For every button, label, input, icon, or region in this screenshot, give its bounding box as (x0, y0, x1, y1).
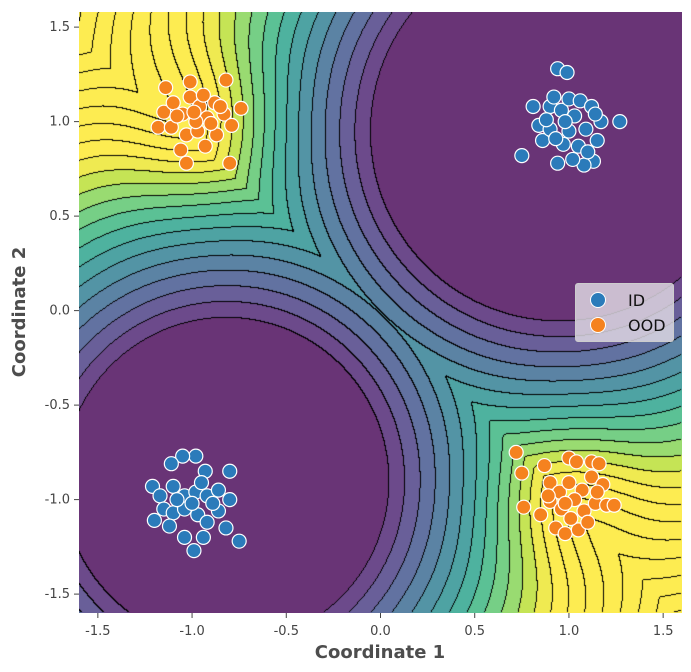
id-point (161, 518, 178, 534)
ood-point (568, 454, 585, 470)
ood-point (222, 155, 238, 171)
legend-item-id: ID (576, 288, 645, 312)
id-point (612, 114, 628, 130)
id-point (188, 448, 204, 464)
legend-label-id: ID (628, 290, 646, 310)
legend-marker-id (590, 292, 606, 308)
ood-point (173, 142, 189, 158)
ood-point (182, 74, 198, 90)
ood-point (516, 499, 532, 515)
y-tick-label: -1.0 (45, 493, 70, 508)
ood-point (591, 456, 607, 472)
id-point (514, 148, 530, 164)
ood-point (178, 155, 195, 171)
legend-label-ood: OOD (628, 315, 666, 335)
ood-point (150, 119, 166, 135)
id-point (152, 488, 168, 504)
id-point (165, 478, 181, 494)
id-point (193, 474, 210, 491)
id-point (222, 463, 238, 479)
id-point (538, 112, 554, 128)
y-axis-label: Coordinate 2 (9, 247, 30, 377)
id-point (525, 98, 541, 115)
ood-point (165, 95, 181, 111)
points-layer (144, 61, 628, 559)
ood-point (557, 526, 573, 542)
ood-point (197, 138, 213, 154)
id-point (218, 520, 234, 536)
x-tick-label: -1.0 (179, 624, 204, 639)
ood-point (533, 507, 549, 523)
id-point (222, 492, 238, 508)
x-tick-label: 0.0 (370, 624, 391, 639)
x-tick-label: 1.0 (559, 624, 580, 639)
x-axis-label: Coordinate 1 (315, 642, 445, 663)
ood-point (583, 469, 600, 485)
id-point (550, 155, 566, 171)
y-tick-label: 1.0 (49, 115, 70, 130)
ood-point (169, 108, 185, 124)
x-tick-label: -1.5 (85, 624, 110, 639)
ood-point (540, 488, 556, 504)
id-point (559, 64, 575, 81)
id-point (557, 114, 573, 130)
id-point (548, 131, 564, 147)
id-point (195, 529, 211, 546)
y-tick-label: -0.5 (45, 398, 70, 413)
x-tick-label: 0.5 (464, 624, 485, 639)
y-ticks: -1.5 -1.0 -0.5 0.0 0.5 1.0 1.5 (45, 20, 79, 602)
id-point (589, 132, 605, 149)
ood-point (203, 115, 219, 132)
ood-point (224, 117, 240, 133)
ood-point (218, 72, 234, 88)
ood-point (589, 484, 605, 500)
y-tick-label: -1.5 (45, 587, 70, 602)
legend-item-ood: OOD (576, 313, 666, 337)
id-point (169, 492, 185, 508)
ood-point (508, 444, 524, 460)
id-point (176, 529, 193, 546)
ood-point (561, 474, 577, 491)
y-tick-label: 0.0 (49, 304, 70, 319)
id-point (163, 456, 179, 472)
y-tick-label: 1.5 (49, 20, 70, 35)
x-ticks: -1.5 -1.0 -0.5 0.0 0.5 1.0 1.5 (85, 613, 674, 639)
id-point (205, 495, 221, 511)
ood-point (536, 457, 553, 474)
ood-point (158, 79, 174, 96)
id-point (199, 514, 215, 530)
ood-point (580, 514, 596, 530)
id-point (184, 495, 200, 511)
id-point (546, 89, 562, 105)
id-point (186, 543, 202, 559)
ood-point (212, 98, 228, 115)
id-point (210, 482, 227, 498)
ood-point (557, 495, 573, 511)
id-point (146, 512, 162, 528)
legend: ID OOD (575, 283, 674, 342)
id-point (565, 151, 581, 168)
ood-point (195, 87, 211, 103)
ood-point (186, 104, 202, 120)
id-point (580, 144, 596, 160)
ood-point (514, 465, 530, 481)
x-tick-label: -0.5 (274, 624, 299, 639)
id-point (578, 121, 594, 137)
x-tick-label: 1.5 (653, 624, 674, 639)
ood-point (233, 100, 249, 116)
y-tick-label: 0.5 (49, 209, 70, 224)
id-point (231, 533, 247, 549)
id-point (587, 106, 603, 122)
ood-point (606, 497, 622, 513)
ood-point (563, 510, 579, 527)
legend-marker-ood (590, 317, 606, 333)
id-point (175, 448, 191, 464)
